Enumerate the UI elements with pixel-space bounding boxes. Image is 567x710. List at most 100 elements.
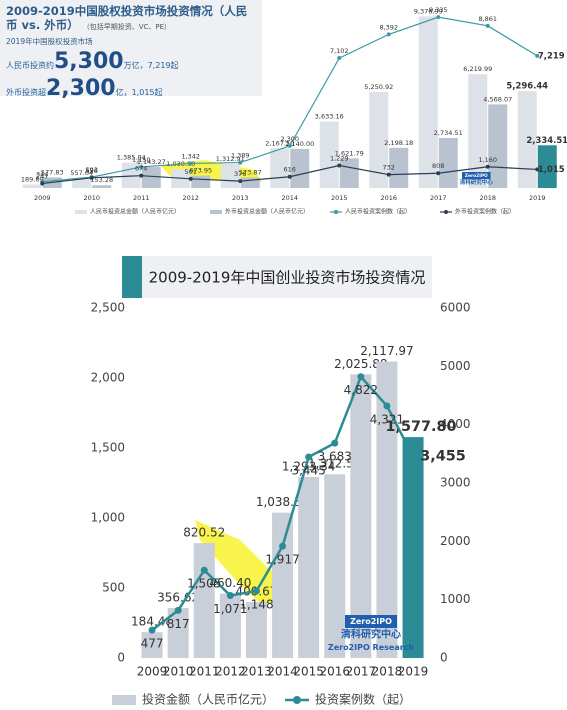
data-label: 7,219: [538, 50, 565, 60]
bar: [191, 175, 211, 188]
y2-tick-label: 1000: [440, 592, 471, 606]
point: [238, 160, 243, 165]
point: [386, 172, 391, 177]
x-tick-label: 2018: [479, 194, 496, 202]
data-label: 1,917: [265, 553, 299, 567]
data-label: 356.62: [157, 591, 199, 605]
data-label: 2,300: [280, 135, 299, 143]
point: [409, 452, 417, 460]
point: [287, 174, 292, 179]
data-label: 556: [86, 167, 98, 175]
data-label: 501: [185, 168, 197, 176]
point: [535, 167, 540, 172]
legend-label: 投资金额（人民币亿元）: [142, 692, 274, 707]
data-label: 5,250.92: [364, 83, 393, 91]
point: [305, 453, 313, 461]
data-label: 1,150: [132, 156, 151, 164]
bar: [438, 137, 458, 188]
data-label: 1,071: [213, 602, 247, 616]
legend-label: 投资案例数（起）: [315, 692, 411, 707]
data-label: 2,117.97: [360, 344, 413, 358]
y-tick-label: 500: [102, 581, 125, 595]
y2-tick-label: 4000: [440, 417, 471, 431]
data-label: 1,505: [187, 577, 221, 591]
source-label: Zero2IPO: [465, 173, 488, 179]
text: 亿，1,015起: [115, 88, 163, 97]
bar: [72, 177, 92, 188]
data-label: 3,455: [420, 448, 466, 464]
point: [287, 143, 292, 148]
x-tick-label: 2015: [293, 665, 324, 679]
point: [383, 402, 391, 410]
data-label: 3,683: [318, 450, 352, 464]
legend-swatch: [293, 696, 301, 704]
chart-title: 2009-2019年中国创业投资市场投资情况: [149, 269, 426, 287]
point: [40, 181, 45, 186]
logo: [462, 172, 491, 180]
data-label: 9,335: [429, 6, 448, 14]
data-label: 4,568.07: [483, 95, 512, 103]
bar: [488, 104, 508, 188]
data-label: 673.95: [189, 167, 212, 175]
point: [436, 15, 441, 20]
point: [139, 173, 144, 178]
point: [200, 566, 208, 574]
bar: [22, 184, 42, 188]
data-label: 2,140.00: [285, 140, 314, 148]
bar: [418, 16, 438, 189]
data-label: 674: [135, 165, 147, 173]
point: [148, 626, 156, 634]
legend-label: 外币投资总金额（人民币亿元）: [225, 208, 309, 216]
point: [174, 606, 182, 614]
source-label: Zero2IPO Research: [328, 643, 415, 652]
x-tick-label: 2010: [163, 665, 194, 679]
data-label: 1,389: [231, 152, 250, 160]
y2-tick-label: 3000: [440, 476, 471, 490]
big-number: 2,300: [46, 76, 116, 101]
x-tick-label: 2010: [83, 194, 100, 202]
legend-swatch: [112, 695, 136, 705]
data-label: 1,621.79: [335, 149, 364, 157]
x-tick-label: 2018: [372, 665, 403, 679]
data-label: 8,861: [478, 15, 497, 23]
bar: [245, 601, 267, 658]
x-tick-label: 2019: [398, 665, 429, 679]
y-tick-label: 2,500: [91, 301, 125, 315]
title-accent: [122, 256, 142, 298]
bar: [92, 185, 112, 188]
data-label: 2,198.18: [384, 139, 413, 147]
data-label: 1,385.04: [117, 154, 146, 162]
point: [252, 587, 260, 595]
data-label: 376: [234, 170, 246, 178]
data-label: 9,376.99: [414, 7, 443, 15]
bar: [298, 476, 320, 658]
point: [386, 32, 391, 37]
legend-label: 人民币投资总金额（人民币亿元）: [90, 208, 180, 216]
data-label: 1,148: [239, 598, 273, 612]
bar: [339, 158, 359, 188]
x-tick-label: 2013: [241, 665, 272, 679]
data-label: 344: [36, 171, 48, 179]
data-label: 1,342: [181, 152, 200, 160]
x-tick-label: 2009: [137, 665, 168, 679]
y-tick-label: 1,500: [91, 441, 125, 455]
data-label: 7,102: [330, 47, 349, 55]
data-label: 732: [383, 164, 395, 172]
data-label: 557.04: [70, 169, 93, 177]
data-label: 3,633.16: [315, 113, 344, 121]
point: [188, 161, 193, 166]
point: [89, 175, 94, 180]
bar: [141, 167, 161, 188]
legend-swatch: [75, 210, 87, 214]
data-label: 2,734.51: [434, 129, 463, 137]
bar: [389, 147, 409, 188]
bar: [272, 512, 294, 658]
point: [337, 163, 342, 168]
x-tick-label: 2015: [331, 194, 348, 202]
summary-panel: 2009-2019中国股权投资市场投资情况（人民币 vs. 外币） （包括早期投…: [0, 0, 262, 101]
data-label: 1,312.57: [308, 457, 361, 471]
y2-tick-label: 0: [440, 651, 448, 665]
data-label: 4,321: [370, 412, 404, 426]
